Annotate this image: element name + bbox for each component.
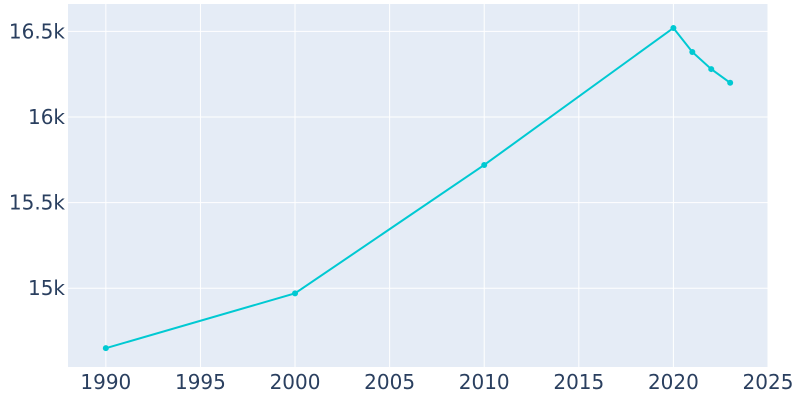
x-tick-label-2005: 2005: [364, 370, 415, 394]
x-tick-label-2025: 2025: [743, 370, 794, 394]
y-tick-label-16000: 16k: [28, 105, 65, 129]
data-point-2020[interactable]: [670, 24, 677, 31]
plot-background: [68, 4, 768, 367]
y-axis-tick-labels: 15k 15.5k 16k 16.5k: [9, 19, 66, 300]
x-tick-label-2015: 2015: [553, 370, 604, 394]
x-tick-label-1990: 1990: [80, 370, 131, 394]
series-layer: [102, 24, 734, 352]
y-tick-label-15000: 15k: [28, 276, 65, 300]
x-tick-label-1995: 1995: [175, 370, 226, 394]
data-point-1990[interactable]: [102, 345, 109, 352]
data-point-2023[interactable]: [727, 79, 734, 86]
data-point-2021[interactable]: [689, 48, 696, 55]
x-gridlines: [105, 4, 769, 367]
data-point-2000[interactable]: [292, 290, 299, 297]
x-tick-label-2010: 2010: [459, 370, 510, 394]
x-axis-tick-labels: 1990 1995 2000 2005 2010 2015 2020 2025: [80, 370, 793, 394]
x-tick-label-2000: 2000: [270, 370, 321, 394]
x-tick-label-2020: 2020: [648, 370, 699, 394]
y-tick-label-15500: 15.5k: [9, 191, 66, 215]
y-tick-label-16500: 16.5k: [9, 19, 66, 43]
data-point-2010[interactable]: [481, 161, 488, 168]
y-gridlines: [68, 30, 768, 289]
data-point-2022[interactable]: [708, 66, 715, 73]
